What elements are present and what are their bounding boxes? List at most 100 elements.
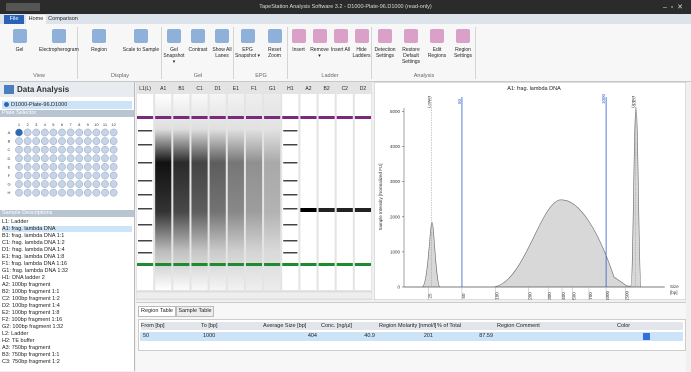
plate-well[interactable] — [32, 188, 41, 197]
plate-well[interactable] — [84, 154, 92, 163]
plate-well[interactable] — [109, 128, 118, 137]
sample-item[interactable]: H2: TE buffer — [2, 338, 35, 344]
plate-well[interactable] — [101, 145, 109, 154]
plate-well[interactable] — [49, 180, 58, 188]
sample-item[interactable]: G2: 100bp fragment 1:32 — [2, 324, 64, 330]
ribbon-icon[interactable] — [267, 29, 282, 43]
plate-well[interactable] — [41, 188, 49, 197]
plate-well[interactable] — [49, 128, 58, 137]
plate-well[interactable] — [58, 180, 66, 188]
plate-well[interactable] — [109, 171, 118, 180]
plate-well[interactable] — [23, 163, 32, 171]
ribbon-button[interactable]: Region Settings — [453, 47, 473, 59]
plate-well[interactable] — [58, 128, 66, 137]
plate-well[interactable] — [58, 145, 66, 154]
plate-well[interactable] — [49, 154, 58, 163]
ribbon-button[interactable]: Contrast — [188, 47, 208, 53]
plate-well[interactable] — [23, 171, 32, 180]
plate-well[interactable] — [23, 180, 32, 188]
plate-well[interactable] — [75, 171, 83, 180]
plate-well[interactable] — [49, 171, 58, 180]
ribbon-icon[interactable] — [291, 29, 306, 43]
plate-well[interactable] — [66, 180, 75, 188]
ribbon-button[interactable]: Edit Regions — [427, 47, 447, 59]
plate-well[interactable] — [101, 171, 109, 180]
plate-well[interactable] — [92, 145, 101, 154]
sample-item[interactable]: C1: frag. lambda DNA 1:2 — [2, 240, 65, 246]
plate-well[interactable] — [75, 145, 83, 154]
plate-well[interactable] — [32, 163, 41, 171]
plate-well[interactable] — [109, 137, 118, 145]
ribbon-icon[interactable] — [456, 29, 470, 43]
plate-well[interactable] — [32, 128, 41, 137]
plate-well[interactable] — [92, 188, 101, 197]
ribbon-icon[interactable] — [92, 29, 106, 43]
ribbon-icon[interactable] — [430, 29, 444, 43]
sample-item[interactable]: C2: 100bp fragment 1:2 — [2, 296, 60, 302]
sample-item[interactable]: B2: 100bp fragment 1:1 — [2, 289, 60, 295]
plate-well[interactable] — [23, 188, 32, 197]
plate-well[interactable] — [109, 163, 118, 171]
plate-well[interactable] — [49, 163, 58, 171]
plate-well[interactable] — [66, 154, 75, 163]
plate-well[interactable] — [15, 145, 23, 154]
plate-well[interactable] — [75, 188, 83, 197]
plate-well[interactable] — [23, 145, 32, 154]
plate-well[interactable] — [58, 154, 66, 163]
plate-well[interactable] — [101, 163, 109, 171]
ribbon-button[interactable]: Scale to Sample — [122, 47, 160, 53]
plate-well[interactable] — [66, 188, 75, 197]
sample-item[interactable]: A3: 750bp fragment — [2, 345, 51, 351]
plate-well[interactable] — [101, 180, 109, 188]
plate-well[interactable] — [92, 180, 101, 188]
plate-well[interactable] — [32, 154, 41, 163]
plate-well[interactable] — [15, 180, 23, 188]
sample-item[interactable]: E2: 100bp fragment 1:8 — [2, 310, 60, 316]
plate-well[interactable] — [23, 128, 32, 137]
plate-well[interactable] — [49, 137, 58, 145]
plate-well[interactable] — [49, 145, 58, 154]
plate-well[interactable] — [32, 171, 41, 180]
plate-well[interactable] — [84, 163, 92, 171]
plate-well[interactable] — [15, 163, 23, 171]
ribbon-button[interactable]: Reset Zoom — [267, 47, 282, 59]
plate-well[interactable] — [109, 188, 118, 197]
sample-item[interactable]: F2: 100bp fragment 1:16 — [2, 317, 63, 323]
plate-well[interactable] — [41, 154, 49, 163]
plate-well[interactable] — [15, 154, 23, 163]
plate-well[interactable] — [15, 188, 23, 197]
plate-well[interactable] — [84, 137, 92, 145]
plate-well[interactable] — [23, 154, 32, 163]
ribbon-icon[interactable] — [215, 29, 229, 43]
plate-well[interactable] — [92, 154, 101, 163]
plate-well[interactable] — [92, 171, 101, 180]
quick-access[interactable] — [6, 3, 40, 11]
plate-well[interactable] — [75, 154, 83, 163]
plate-well[interactable] — [15, 137, 23, 145]
sample-item[interactable]: L2: Ladder — [2, 331, 29, 337]
plate-well[interactable] — [58, 171, 66, 180]
bottom-tab[interactable]: Region Table — [138, 306, 176, 317]
sample-item[interactable]: D2: 100bp fragment 1:4 — [2, 303, 60, 309]
ribbon-button[interactable]: Show All Lanes — [212, 47, 232, 59]
window-controls[interactable]: – ▫ ✕ — [662, 4, 683, 11]
plate-well[interactable] — [23, 137, 32, 145]
plate-well[interactable] — [15, 171, 23, 180]
plate-well[interactable] — [41, 171, 49, 180]
plate-well[interactable] — [41, 180, 49, 188]
sample-item[interactable]: E1: frag. lambda DNA 1:8 — [2, 254, 65, 260]
ribbon-icon[interactable] — [404, 29, 418, 43]
sample-item[interactable]: L1: Ladder — [2, 219, 29, 225]
sample-item[interactable]: F1: frag. lambda DNA 1:16 — [2, 261, 68, 267]
plate-well[interactable] — [109, 154, 118, 163]
ribbon-icon[interactable] — [378, 29, 392, 43]
ribbon-button[interactable]: Region — [91, 47, 107, 53]
ribbon-icon[interactable] — [134, 29, 148, 43]
plate-well[interactable] — [66, 171, 75, 180]
ribbon-icon[interactable] — [167, 29, 181, 43]
plate-well[interactable] — [84, 180, 92, 188]
ribbon-icon[interactable] — [312, 29, 327, 43]
ribbon-button[interactable]: Gel — [15, 47, 24, 53]
ribbon-tab[interactable]: Comparison — [48, 16, 78, 22]
plate-well[interactable] — [75, 128, 83, 137]
